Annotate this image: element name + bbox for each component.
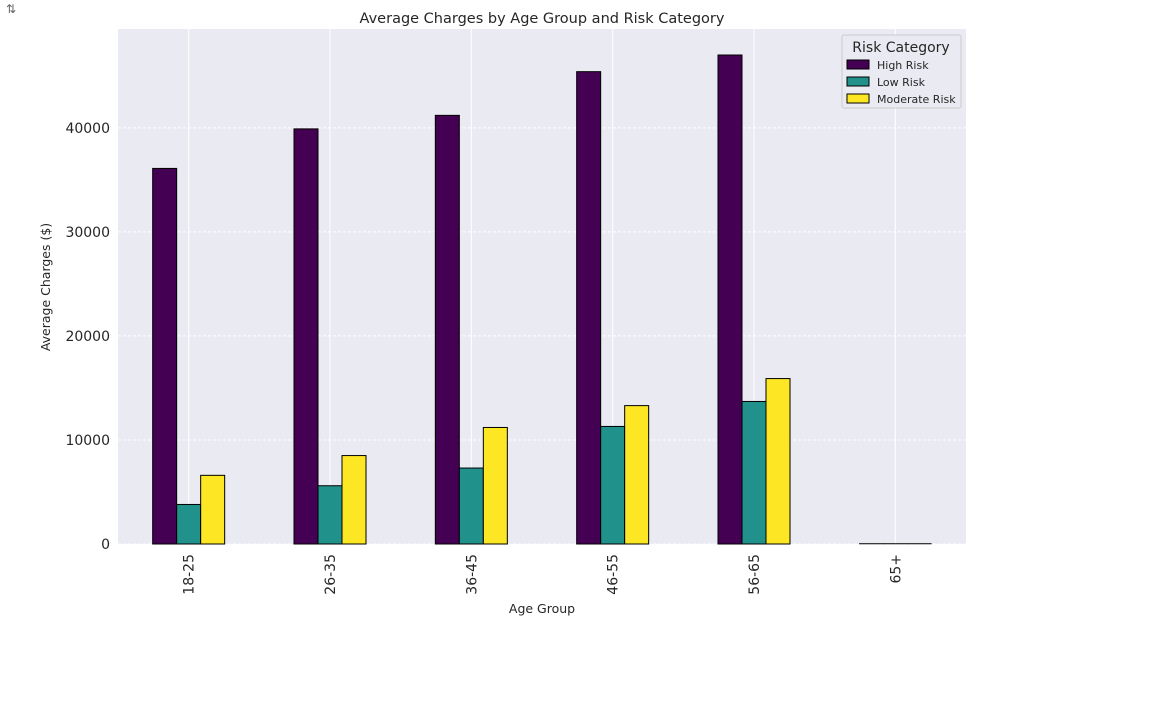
bar-high-risk-36-45 (434, 114, 460, 545)
x-tick-label: 18-25 (182, 554, 198, 595)
legend-label: High Risk (877, 59, 929, 72)
bar-low-risk-56-65 (741, 400, 767, 545)
bar-moderate-risk-56-65 (765, 378, 791, 545)
bar-moderate-risk-65+ (907, 543, 932, 545)
legend: Risk Category High Risk Low Risk Moderate … (841, 34, 962, 109)
output-toggle-icon[interactable]: ⇅ (6, 2, 17, 16)
legend-label: Moderate Risk (877, 93, 956, 106)
y-tick-label: 30000 (65, 225, 110, 241)
y-axis-label: Average Charges ($) (38, 223, 53, 351)
y-tick-label: 20000 (65, 329, 110, 345)
y-tick-labels: 0 10000 20000 30000 40000 (65, 121, 110, 553)
y-tick-label: 10000 (65, 433, 110, 449)
x-tick-label: 26-35 (323, 554, 339, 595)
bar-high-risk-65+ (859, 543, 884, 545)
bar-moderate-risk-46-55 (624, 405, 650, 545)
bar-high-risk-18-25 (152, 167, 178, 545)
x-axis-label: Age Group (509, 601, 575, 616)
bar-low-risk-26-35 (317, 485, 343, 545)
bar-moderate-risk-36-45 (482, 426, 508, 545)
bar-low-risk-36-45 (458, 467, 484, 545)
chart-title: Average Charges by Age Group and Risk Ca… (360, 11, 725, 27)
legend-swatch (846, 93, 870, 104)
legend-swatch (846, 59, 870, 70)
bar-high-risk-56-65 (717, 54, 743, 545)
x-tick-label: 56-65 (747, 554, 763, 595)
bars (152, 54, 932, 545)
bar-low-risk-46-55 (600, 425, 626, 545)
legend-box (841, 34, 962, 109)
y-tick-label: 40000 (65, 121, 110, 137)
x-tick-labels: 18-25 26-35 36-45 46-55 56-65 65+ (182, 554, 905, 595)
bar-low-risk-18-25 (176, 503, 202, 545)
bar-moderate-risk-26-35 (341, 455, 367, 545)
legend-label: Low Risk (877, 76, 926, 89)
y-tick-label: 0 (101, 537, 110, 553)
bar-high-risk-46-55 (576, 71, 602, 545)
bar-low-risk-65+ (883, 543, 908, 545)
bar-high-risk-26-35 (293, 128, 319, 545)
bar-moderate-risk-18-25 (200, 474, 226, 545)
x-tick-label: 36-45 (464, 554, 480, 595)
x-tick-label: 65+ (888, 554, 904, 584)
x-tick-label: 46-55 (606, 554, 622, 595)
legend-title: Risk Category (852, 40, 949, 56)
legend-swatch (846, 76, 870, 87)
plot-background (118, 29, 966, 544)
